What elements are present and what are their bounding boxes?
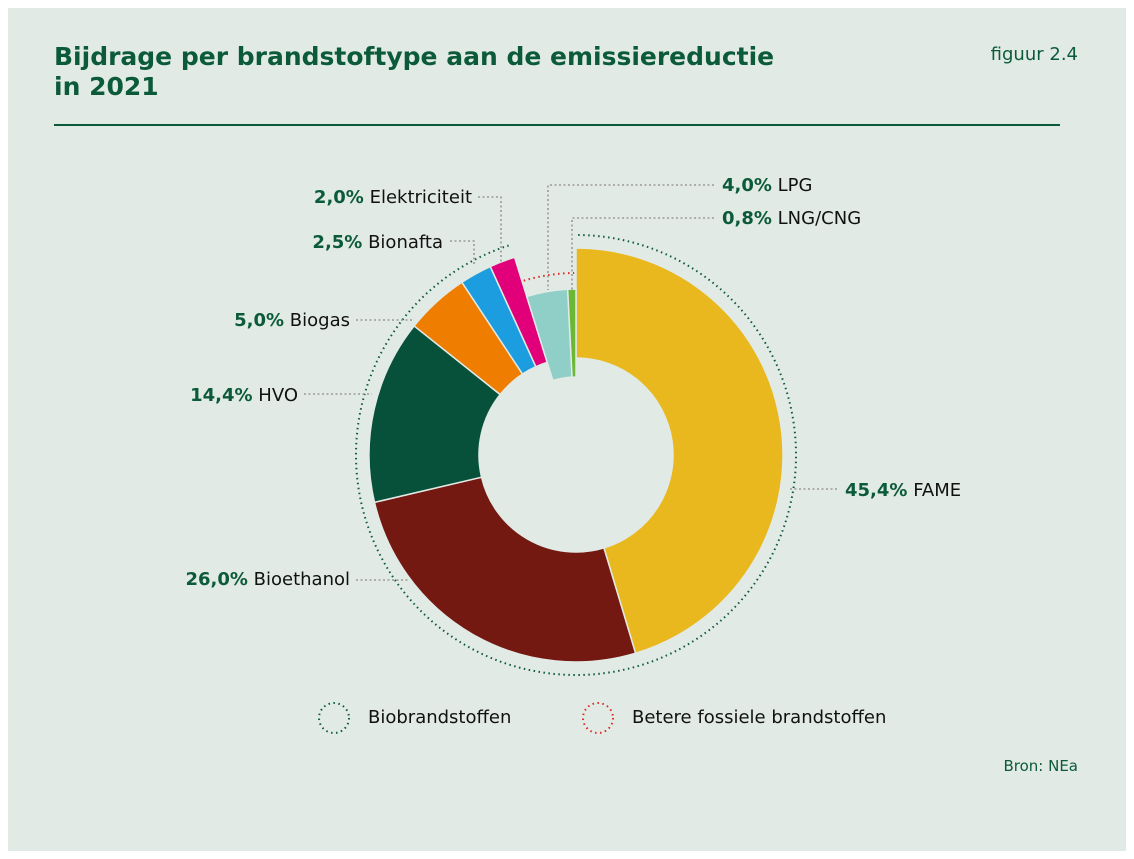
chart-title: Bijdrage per brandstoftype aan de emissi… — [54, 42, 775, 101]
category-label: Bioethanol — [254, 569, 350, 590]
value-label: 45,4% — [845, 480, 907, 501]
slice — [566, 288, 577, 378]
leader-line — [450, 240, 475, 264]
source: Bron: NEa — [1003, 757, 1078, 775]
category-label: LNG/CNG — [778, 208, 862, 229]
figure-label: figuur 2.4 — [990, 44, 1078, 65]
group-outline — [355, 234, 797, 676]
category-label: Bionafta — [368, 232, 443, 253]
title-rule — [54, 124, 1060, 126]
value-label: 2,0% — [314, 187, 364, 208]
slice-label: 2,5% Bionafta — [312, 232, 443, 253]
value-label: 14,4% — [190, 385, 252, 406]
value-label: 2,5% — [312, 232, 362, 253]
slice-label: 45,4% FAME — [845, 480, 961, 501]
slice — [373, 476, 637, 663]
slice-label: 2,0% Elektriciteit — [314, 187, 472, 208]
value-label: 5,0% — [234, 310, 284, 331]
slice-label: 4,0% LPG — [722, 175, 813, 196]
slice — [575, 247, 784, 655]
category-label: LPG — [778, 175, 813, 196]
group-outline — [523, 272, 575, 282]
slice-label: 5,0% Biogas — [234, 310, 350, 331]
value-label: 26,0% — [185, 569, 247, 590]
leader-line — [547, 184, 714, 290]
value-label: 0,8% — [722, 208, 772, 229]
value-label: 4,0% — [722, 175, 772, 196]
leader-line — [571, 217, 714, 290]
legend-label: Biobrandstoffen — [368, 707, 511, 728]
slice-label: 0,8% LNG/CNG — [722, 208, 861, 229]
leader-line — [478, 196, 502, 262]
legend-swatch — [582, 702, 614, 734]
category-label: Elektriciteit — [370, 187, 472, 208]
category-label: Biogas — [290, 310, 350, 331]
category-label: FAME — [913, 480, 961, 501]
slice-label: 14,4% HVO — [190, 385, 298, 406]
slice-label: 26,0% Bioethanol — [185, 569, 350, 590]
panel — [8, 8, 1126, 851]
legend-label: Betere fossiele brandstoffen — [632, 707, 886, 728]
legend-swatch — [318, 702, 350, 734]
category-label: HVO — [258, 385, 298, 406]
slice — [368, 324, 502, 504]
